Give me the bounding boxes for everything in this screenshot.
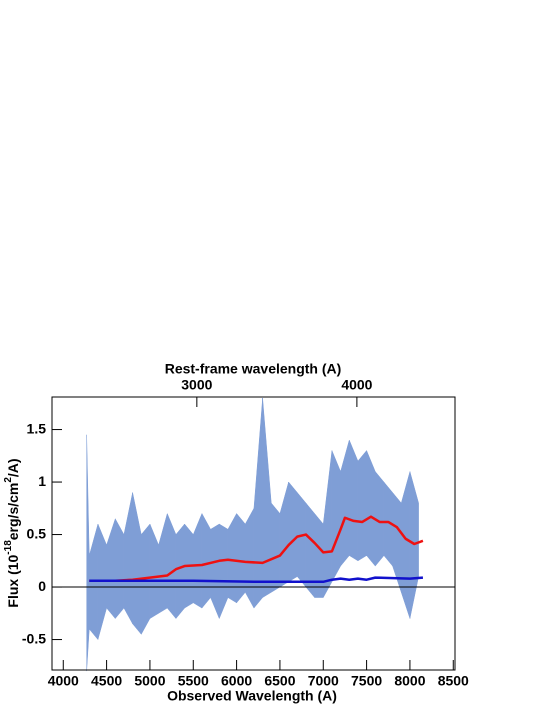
flux-band	[271, 502, 281, 593]
x-tick-label: 6500	[264, 673, 295, 689]
y-tick-label: -0.5	[22, 630, 46, 646]
flux-band	[219, 523, 229, 619]
x-tick-label: 6000	[221, 673, 252, 689]
flux-band	[357, 449, 367, 562]
flux-band	[132, 492, 142, 635]
x-tick-label: 7500	[351, 673, 382, 689]
x-axis-label: Observed Wavelength (A)	[167, 688, 337, 704]
flux-band	[123, 492, 133, 624]
y-tick-label: 0.5	[27, 525, 47, 541]
flux-band	[175, 523, 185, 620]
flux-band	[340, 439, 350, 567]
flux-band	[297, 491, 307, 588]
x-tick-label: 4000	[48, 673, 79, 689]
flux-band	[149, 523, 159, 619]
x-tick-label: 5500	[178, 673, 209, 689]
y-label-sup: -18	[3, 540, 14, 555]
flux-band	[323, 450, 333, 598]
flux-band	[288, 481, 298, 583]
flux-band	[366, 450, 376, 567]
y-label-part: erg/s/cm	[5, 483, 21, 541]
flux-band	[349, 439, 359, 562]
y-label-part: /A)	[5, 458, 21, 477]
flux-band	[193, 513, 203, 609]
y-tick-label: 1.5	[27, 420, 47, 436]
flux-band	[401, 471, 411, 619]
flux-band	[331, 450, 341, 582]
flux-band	[227, 513, 237, 604]
x-tick-label: 8500	[438, 673, 469, 689]
flux-band	[305, 502, 315, 599]
plot-frame	[51, 396, 456, 671]
x2-tick-label: 4000	[341, 377, 372, 393]
flux-band	[201, 513, 211, 609]
flux-band	[158, 513, 168, 614]
flux-band	[236, 512, 246, 604]
top-axis-title: Rest-frame wavelength (A)	[165, 361, 342, 377]
flux-band	[167, 513, 177, 620]
y-tick-label: 1	[38, 473, 46, 489]
flux-band	[86, 434, 90, 672]
x-tick-label: 4500	[91, 673, 122, 689]
y-axis-label: Flux (10-18erg/s/cm2/A)	[3, 458, 21, 607]
flux-band	[314, 512, 324, 598]
x2-tick-label: 3000	[181, 377, 212, 393]
flux-band	[245, 508, 255, 609]
series-line	[89, 515, 424, 582]
x-tick-label: 7000	[308, 673, 339, 689]
flux-band	[106, 518, 116, 620]
series-line	[89, 576, 424, 584]
y-label-sup: 2	[3, 477, 14, 483]
flux-band	[279, 481, 289, 588]
flux-band	[253, 398, 263, 609]
y-label-part: Flux (10	[5, 554, 21, 607]
flux-band	[210, 523, 220, 619]
flux-band	[115, 518, 125, 620]
x-tick-label: 5000	[134, 673, 165, 689]
y-tick-label: 0	[38, 578, 46, 594]
flux-band	[262, 398, 272, 598]
x-tick-label: 8000	[394, 673, 425, 689]
